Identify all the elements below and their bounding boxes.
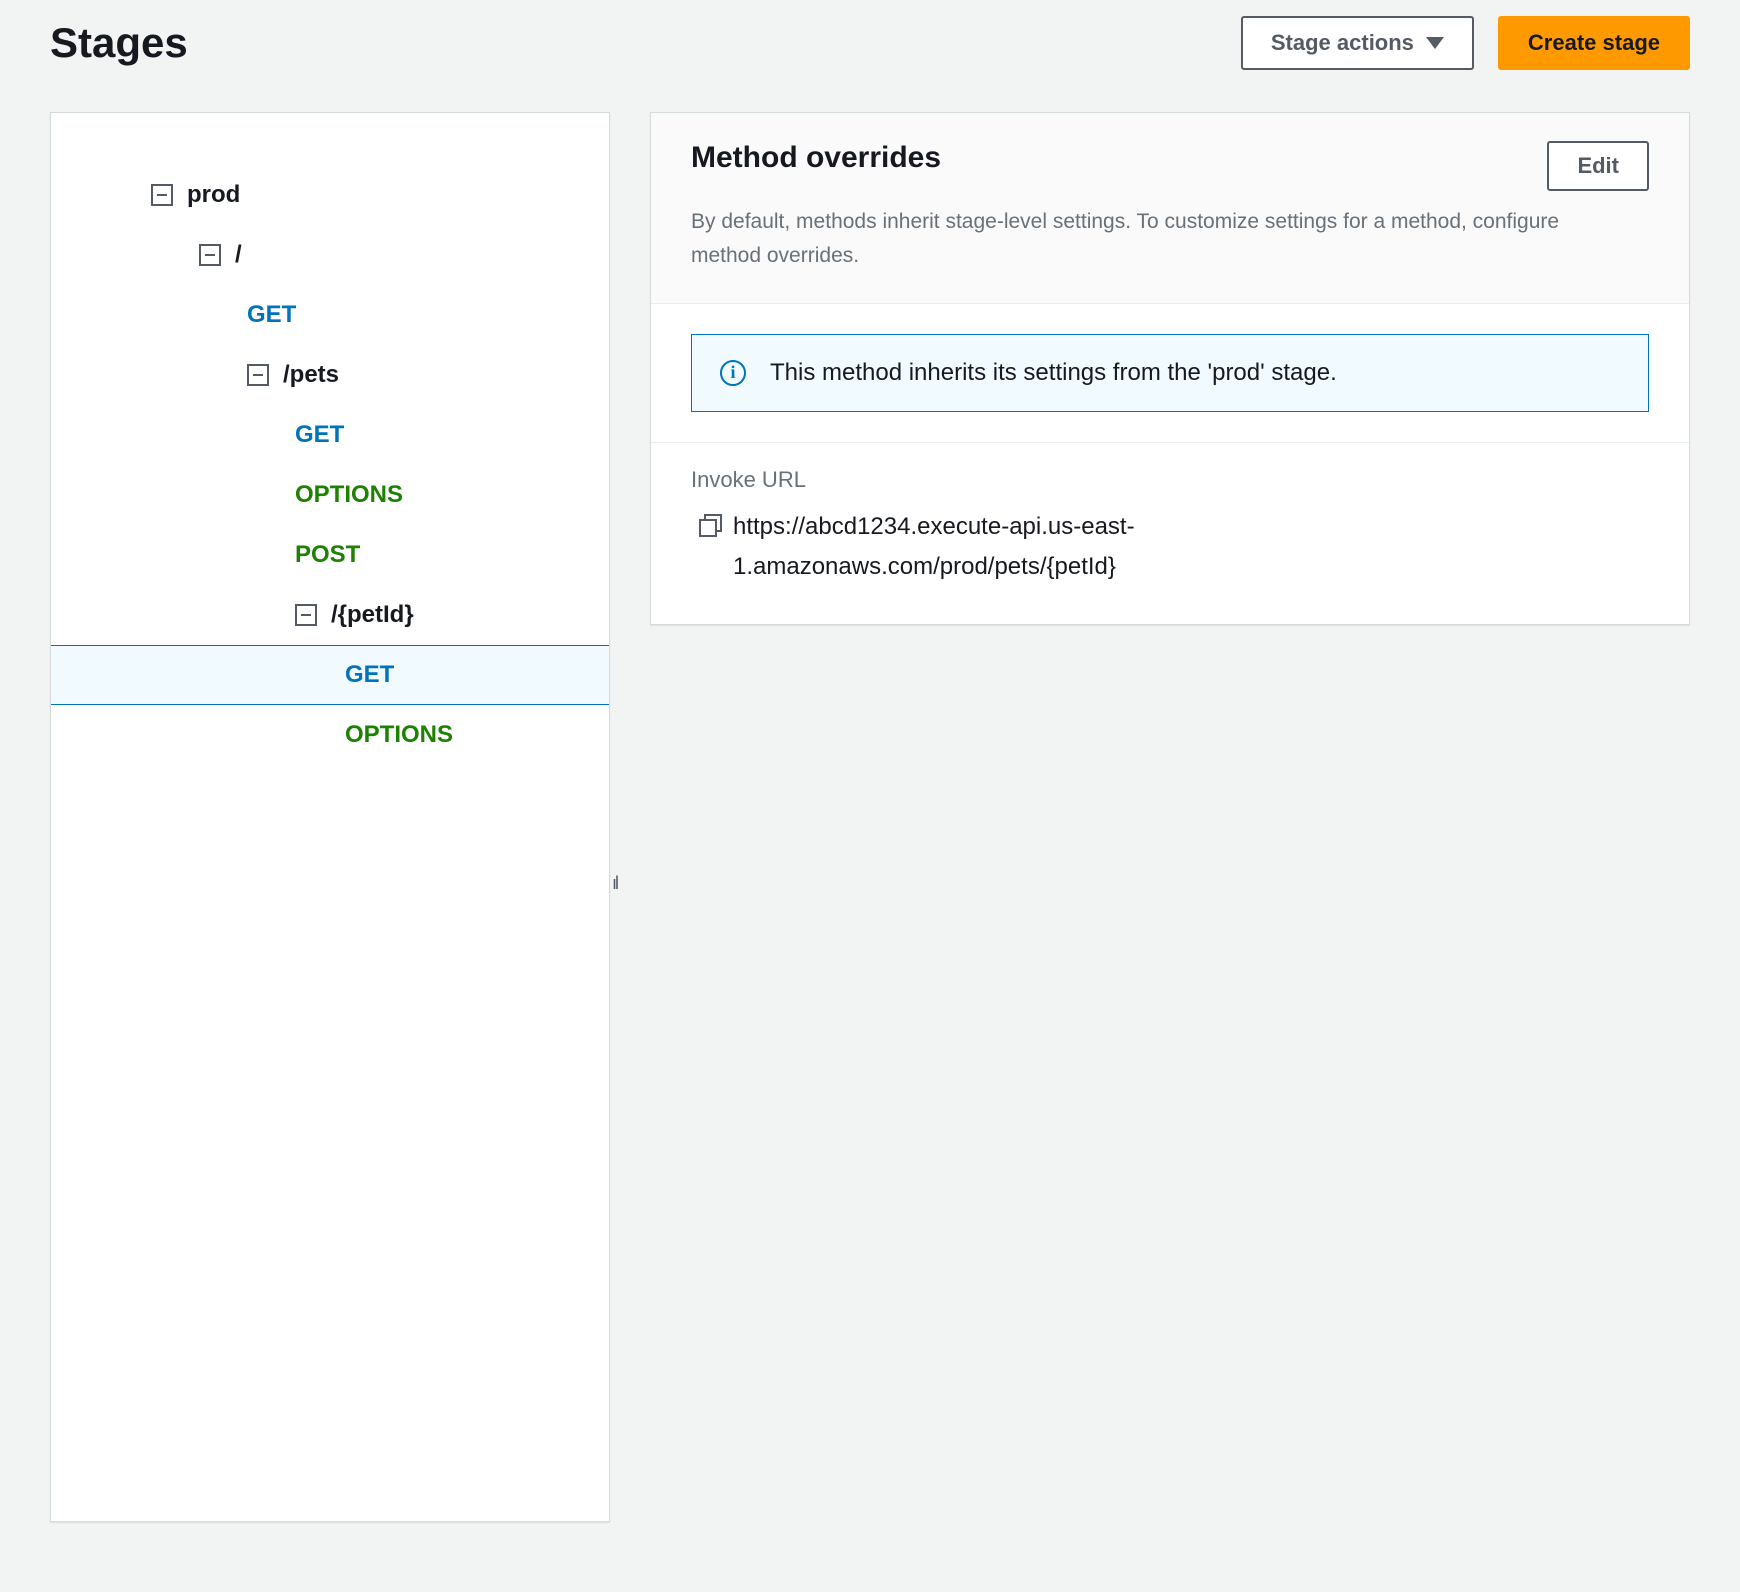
- method-label: OPTIONS: [345, 721, 453, 749]
- method-label: GET: [295, 421, 344, 449]
- tree-row-method-get-selected[interactable]: GET: [51, 645, 609, 705]
- tree-row-method-options[interactable]: OPTIONS: [51, 465, 609, 525]
- tree-row-stage-prod[interactable]: prod: [51, 165, 609, 225]
- detail-header: Method overrides Edit By default, method…: [651, 113, 1689, 303]
- detail-description: By default, methods inherit stage-level …: [691, 205, 1611, 272]
- invoke-url-label: Invoke URL: [691, 467, 1649, 493]
- collapse-icon[interactable]: [151, 184, 173, 206]
- main-content: prod / GET /pets GET OPTIONS POST /{petI…: [50, 112, 1690, 1522]
- stage-actions-button[interactable]: Stage actions: [1241, 16, 1474, 70]
- edit-button[interactable]: Edit: [1547, 141, 1649, 191]
- invoke-url-row: https://abcd1234.execute-api.us-east-1.a…: [691, 507, 1649, 589]
- collapse-icon[interactable]: [295, 604, 317, 626]
- page-header: Stages Stage actions Create stage: [50, 0, 1690, 112]
- invoke-url-block: Invoke URL https://abcd1234.execute-api.…: [651, 443, 1689, 625]
- tree-row-method-options[interactable]: OPTIONS: [51, 705, 609, 765]
- tree-label: /: [235, 241, 242, 269]
- tree-row-resource-root[interactable]: /: [51, 225, 609, 285]
- caret-down-icon: [1426, 37, 1444, 49]
- tree-row-method-get[interactable]: GET: [51, 405, 609, 465]
- resize-handle-icon[interactable]: ıl: [612, 873, 617, 894]
- tree-label: prod: [187, 181, 240, 209]
- info-block: i This method inherits its settings from…: [651, 304, 1689, 443]
- detail-header-top: Method overrides Edit: [691, 141, 1649, 191]
- method-label: OPTIONS: [295, 481, 403, 509]
- stage-actions-label: Stage actions: [1271, 30, 1414, 56]
- method-label: POST: [295, 541, 360, 569]
- tree-label: /{petId}: [331, 601, 414, 629]
- info-icon: i: [720, 360, 746, 386]
- page-title: Stages: [50, 19, 188, 67]
- tree-row-method-get[interactable]: GET: [51, 285, 609, 345]
- method-overrides-panel: Method overrides Edit By default, method…: [650, 112, 1690, 625]
- info-alert: i This method inherits its settings from…: [691, 334, 1649, 412]
- tree-label: /pets: [283, 361, 339, 389]
- tree-row-method-post[interactable]: POST: [51, 525, 609, 585]
- method-label: GET: [247, 301, 296, 329]
- create-stage-button[interactable]: Create stage: [1498, 16, 1690, 70]
- tree-row-resource-petid[interactable]: /{petId}: [51, 585, 609, 645]
- tree-row-resource-pets[interactable]: /pets: [51, 345, 609, 405]
- method-label: GET: [345, 661, 394, 689]
- stages-tree-panel: prod / GET /pets GET OPTIONS POST /{petI…: [50, 112, 610, 1522]
- info-message: This method inherits its settings from t…: [770, 359, 1337, 387]
- header-actions: Stage actions Create stage: [1241, 16, 1690, 70]
- detail-title: Method overrides: [691, 141, 941, 175]
- invoke-url-value: https://abcd1234.execute-api.us-east-1.a…: [733, 507, 1293, 589]
- collapse-icon[interactable]: [247, 364, 269, 386]
- collapse-icon[interactable]: [199, 244, 221, 266]
- copy-icon[interactable]: [699, 514, 719, 534]
